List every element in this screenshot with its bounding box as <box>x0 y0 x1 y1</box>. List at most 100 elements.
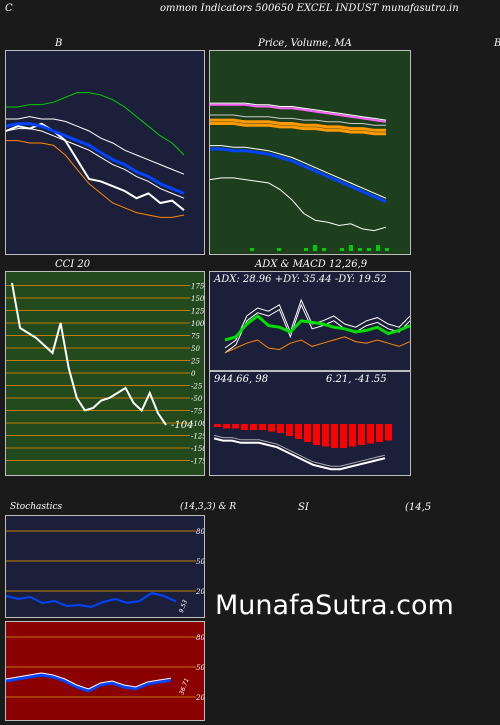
b-panel-title: B <box>55 38 63 49</box>
price-ma-line <box>210 102 387 121</box>
adx-line <box>224 314 410 342</box>
macd-histogram-bar <box>295 424 302 439</box>
macd-line <box>213 437 386 471</box>
volume-bar <box>385 248 389 251</box>
volume-bar <box>376 245 380 251</box>
b-series-line <box>6 140 185 218</box>
volume-bar <box>349 245 353 251</box>
macd-histogram-bar <box>214 424 221 427</box>
cci-tick-label: -175 <box>191 458 204 466</box>
volume-bar <box>277 248 281 251</box>
macd-histogram-bar <box>340 424 347 448</box>
macd-histogram-bar <box>349 424 356 447</box>
page-title: ommon Indicators 500650 EXCEL INDUST mun… <box>160 3 459 14</box>
stoch-tick-label: 20 <box>195 588 204 596</box>
volume-bar <box>358 248 362 251</box>
rsi-panel: 80 50 20 36.71 <box>5 621 205 721</box>
macd-histogram-bar <box>223 424 230 429</box>
stoch-title-right: (14,3,3) & R <box>180 502 237 512</box>
volume-bar <box>340 248 344 251</box>
rsi-value-label: 36.71 <box>178 677 190 696</box>
stoch-tick-label: 50 <box>196 558 204 566</box>
cci-tick-label: -125 <box>191 433 204 441</box>
stoch-value-label: 9.53 <box>178 599 189 614</box>
cci-line <box>11 282 167 426</box>
header-fragment-right: B <box>494 38 500 49</box>
header-fragment-left: C <box>5 3 13 14</box>
cci-tick-label: -50 <box>191 395 203 403</box>
macd-signal-line <box>213 434 386 467</box>
cci-tick-label: -75 <box>191 408 203 416</box>
rsi-tick-label: 20 <box>195 694 204 702</box>
macd-histogram-bar <box>268 424 275 432</box>
volume-bar <box>367 248 371 251</box>
volume-bar <box>313 245 317 251</box>
macd-readout-right: 6.21, -41.55 <box>326 374 387 385</box>
adx-readout: ADX: 28.96 +DY: 35.44 -DY: 19.52 <box>214 274 387 285</box>
rsi-line <box>6 673 172 693</box>
rsi-tick-label: 50 <box>196 664 204 672</box>
price-line <box>210 177 387 232</box>
price-ma-line <box>210 122 386 136</box>
cci-tick-label: 175 <box>191 283 204 291</box>
rsi-chart: 80 50 20 36.71 <box>6 634 204 702</box>
price-title-part: Volume, <box>290 38 332 49</box>
stoch-tick-label: 80 <box>196 528 204 536</box>
cci-current-label: -104 <box>171 420 193 431</box>
watermark: MunafaSutra.com <box>215 590 454 621</box>
adx-minus-di-line <box>224 336 410 354</box>
macd-histogram-bar <box>376 424 383 442</box>
cci-tick-label: -150 <box>191 445 204 453</box>
price-ma-line <box>210 103 387 123</box>
price-ma-line <box>210 147 387 204</box>
macd-histogram-bar <box>286 424 293 436</box>
macd-histogram-bar <box>313 424 320 445</box>
cci-tick-label: -25 <box>191 383 203 391</box>
b-panel <box>5 50 205 255</box>
b-series-line <box>6 128 185 199</box>
stoch-title-left: Stochastics <box>10 502 63 512</box>
cci-chart: 175 150 125 100 75 50 25 0 -25 -50 -75 -100 -125 -150… <box>6 282 204 466</box>
price-title-part: Price, <box>258 38 288 49</box>
b-series-line <box>6 116 185 175</box>
price-panel <box>209 50 411 255</box>
macd-chart <box>213 424 392 471</box>
volume-bar <box>322 248 326 251</box>
adx-panel: ADX: 28.96 +DY: 35.44 -DY: 19.52 <box>209 271 411 371</box>
price-ma-line <box>210 114 386 126</box>
b-chart <box>6 92 185 218</box>
b-series-line <box>6 122 185 211</box>
macd-histogram-bar <box>304 424 311 442</box>
macd-histogram-bar <box>358 424 365 445</box>
volume-bar <box>250 248 254 251</box>
adx-panel-title: ADX & MACD 12,26,9 <box>255 259 368 270</box>
macd-histogram-bar <box>277 424 284 433</box>
macd-histogram-bar <box>259 424 266 430</box>
adx-chart <box>224 298 410 354</box>
volume-bar <box>304 248 308 251</box>
cci-tick-label: 150 <box>191 295 204 303</box>
price-ma-line <box>210 145 387 199</box>
price-panel-title: Price, Volume, MA <box>258 38 352 49</box>
cci-panel-title: CCI 20 <box>55 259 91 270</box>
price-title-part: MA <box>334 38 352 49</box>
macd-histogram-bar <box>367 424 374 444</box>
macd-histogram-bar <box>250 424 257 430</box>
macd-readout-left: 944.66, 98 <box>214 374 269 385</box>
macd-histogram-bar <box>331 424 338 448</box>
cci-tick-label: -100 <box>191 420 204 428</box>
stoch-panel: 80 50 20 9.53 <box>5 515 205 618</box>
stoch-line <box>6 591 177 609</box>
adx-plus-di-line <box>224 303 410 354</box>
macd-histogram-bar <box>232 424 239 429</box>
b-series-line <box>6 92 185 156</box>
price-chart <box>210 102 389 251</box>
b-series-line <box>6 122 185 195</box>
rsi-line <box>6 672 172 690</box>
cci-tick-label: 75 <box>191 333 200 341</box>
macd-histogram-bar <box>385 424 392 441</box>
cci-tick-label: 50 <box>191 345 200 353</box>
price-ma-line <box>210 118 386 132</box>
cci-tick-label: 125 <box>191 308 204 316</box>
macd-panel: 944.66, 98 6.21, -41.55 <box>209 371 411 476</box>
